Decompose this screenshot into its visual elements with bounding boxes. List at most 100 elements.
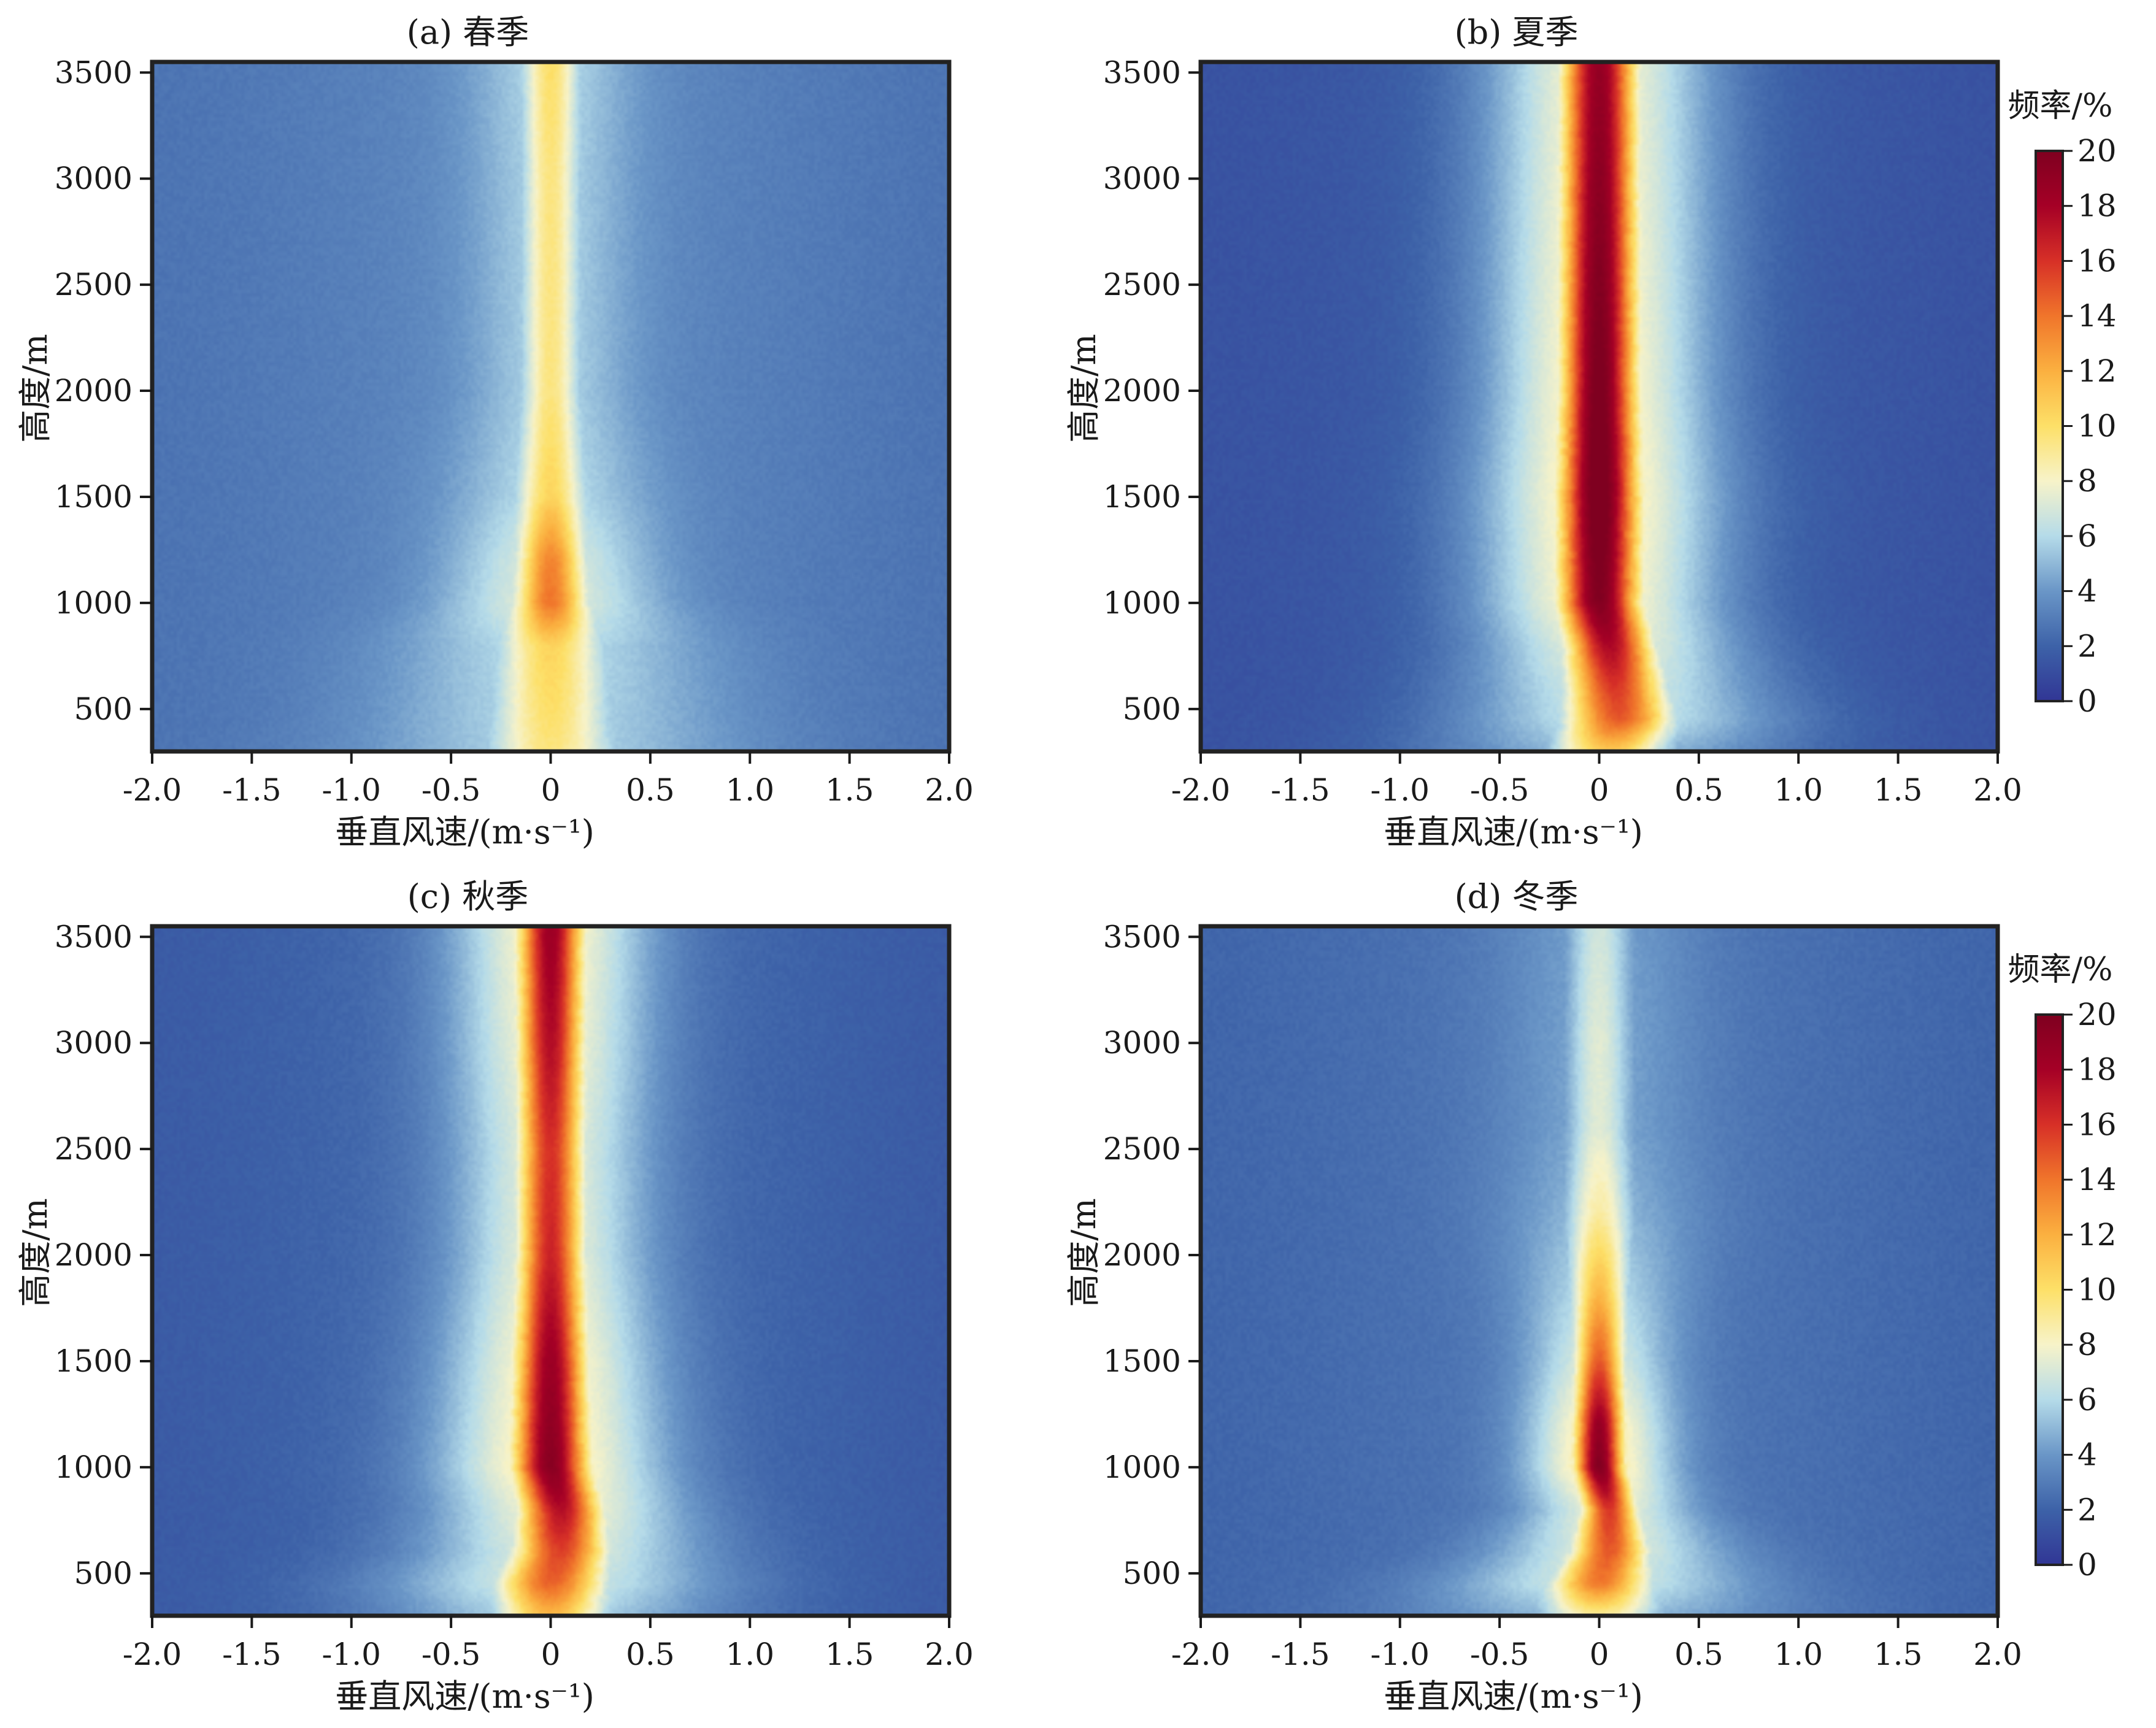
panel-a: -2.0 -1.5 -1.0 -0.5 0 0.5 1.0 1.5 2.0 500 1000 1500… [16,13,974,851]
x-tick-label: 1.0 [725,772,774,808]
y-tick-label: 500 [74,691,133,727]
x-tick-label: 0.5 [1674,1637,1723,1672]
colorbar-tick-label: 14 [2077,298,2117,334]
x-tick-label: -1.0 [322,1637,381,1672]
x-tick-label: -1.5 [222,772,281,808]
colorbar-tick-label: 12 [2077,1217,2117,1253]
y-tick-label: 3000 [55,1025,133,1061]
x-tick-label: 2.0 [1973,1637,2022,1672]
panel-c: -2.0 -1.5 -1.0 -0.5 0 0.5 1.0 1.5 2.0 500 1000 1500… [16,877,974,1716]
colorbar-tick-label: 16 [2077,1107,2117,1142]
x-tick-label: 1.5 [825,1637,874,1672]
x-tick-label: 1.0 [1774,1637,1823,1672]
colorbar-tick-label: 6 [2077,1382,2097,1418]
y-axis-label: 高度/m [1065,334,1103,442]
y-axis-label: 高度/m [16,334,55,442]
y-tick-label: 1000 [1103,585,1181,621]
colorbar-gradient [2035,150,2064,702]
y-tick-label: 2500 [1103,267,1181,302]
x-tick-label: -1.5 [1271,772,1330,808]
x-tick-label: -1.5 [1271,1637,1330,1672]
heatmap-field [1201,62,1998,751]
x-tick-label: 0 [541,772,561,808]
colorbar-tick-label: 2 [2077,1492,2097,1527]
y-tick-label: 1500 [55,1343,133,1379]
x-tick-label: -2.0 [123,772,182,808]
y-tick-label: 1000 [55,1450,133,1485]
x-tick-label: 0.5 [626,1637,675,1672]
x-tick-label: 0 [1590,1637,1609,1672]
colorbar-tick-label: 18 [2077,188,2117,224]
y-tick-label: 1500 [55,479,133,515]
x-tick-label: -0.5 [1470,1637,1529,1672]
x-tick-label: -2.0 [123,1637,182,1672]
colorbar-tick-label: 16 [2077,243,2117,278]
colorbar-title: 频率/% [2008,88,2113,125]
y-tick-label: 500 [74,1556,133,1591]
x-tick-label: 1.0 [725,1637,774,1672]
y-axis-label: 高度/m [16,1198,55,1307]
colorbar-tick-label: 12 [2077,353,2117,389]
colorbar-tick-label: 10 [2077,1272,2117,1308]
y-tick-label: 500 [1123,691,1181,727]
colorbar-tick-label: 4 [2077,574,2097,609]
y-tick-label: 3000 [55,161,133,196]
y-tick-label: 1000 [55,585,133,621]
x-tick-label: -2.0 [1171,772,1230,808]
x-tick-label: -0.5 [422,772,480,808]
colorbar-tick-label: 0 [2077,1547,2097,1583]
panel-title: (d) 冬季 [1455,877,1579,916]
x-tick-label: 1.5 [1874,1637,1923,1672]
panel-title: (b) 夏季 [1455,13,1579,52]
x-tick-label: 1.5 [1874,772,1923,808]
x-tick-label: 0.5 [626,772,675,808]
y-tick-label: 3000 [1103,1025,1181,1061]
x-tick-label: 1.5 [825,772,874,808]
panel-d: -2.0 -1.5 -1.0 -0.5 0 0.5 1.0 1.5 2.0 500 1000 1500… [1065,877,2022,1716]
x-tick-label: -0.5 [1470,772,1529,808]
colorbar-tick-label: 4 [2077,1437,2097,1473]
y-tick-label: 2000 [1103,1237,1181,1273]
y-tick-label: 2000 [55,1237,133,1273]
colorbar-tick-label: 14 [2077,1162,2117,1197]
colorbar-title: 频率/% [2008,951,2113,988]
colorbar-tick-label: 20 [2077,133,2117,169]
y-tick-label: 1000 [1103,1450,1181,1485]
y-tick-label: 3500 [55,55,133,90]
x-axis-label: 垂直风速/(m·s⁻¹) [335,813,595,851]
x-tick-label: 0 [541,1637,561,1672]
colorbar-tick-label: 8 [2077,463,2097,499]
y-tick-label: 2000 [55,373,133,409]
colorbar-tick-label: 20 [2077,997,2117,1032]
colorbar-tick-label: 10 [2077,409,2117,444]
x-tick-label: -1.0 [1371,1637,1430,1672]
heatmap-field [152,926,949,1616]
y-axis-label: 高度/m [1065,1198,1103,1307]
y-tick-label: 1500 [1103,1343,1181,1379]
y-tick-label: 3500 [1103,55,1181,90]
panel-b: -2.0 -1.5 -1.0 -0.5 0 0.5 1.0 1.5 2.0 500 1000 1500… [1065,13,2022,851]
x-axis-label: 垂直风速/(m·s⁻¹) [1384,1677,1643,1716]
y-tick-label: 3500 [1103,919,1181,954]
y-tick-label: 2500 [1103,1131,1181,1167]
y-tick-label: 2500 [55,1131,133,1167]
x-tick-label: 1.0 [1774,772,1823,808]
x-tick-label: -2.0 [1171,1637,1230,1672]
y-tick-label: 500 [1123,1556,1181,1591]
panel-title: (c) 秋季 [407,877,529,916]
colorbar-gradient [2035,1013,2064,1566]
colorbar-tick-label: 8 [2077,1327,2097,1362]
y-tick-label: 3500 [55,919,133,954]
x-tick-label: 2.0 [1973,772,2022,808]
y-tick-label: 2000 [1103,373,1181,409]
heatmap-field [1201,926,1998,1616]
colorbar-2: 频率/% 0 2 4 6 8 10 12 14 16 18 20 [2008,951,2117,1583]
x-tick-label: -1.0 [1371,772,1430,808]
y-tick-label: 2500 [55,267,133,302]
x-tick-label: 2.0 [925,1637,974,1672]
x-tick-label: 0 [1590,772,1609,808]
y-tick-label: 3000 [1103,161,1181,196]
x-tick-label: 2.0 [925,772,974,808]
